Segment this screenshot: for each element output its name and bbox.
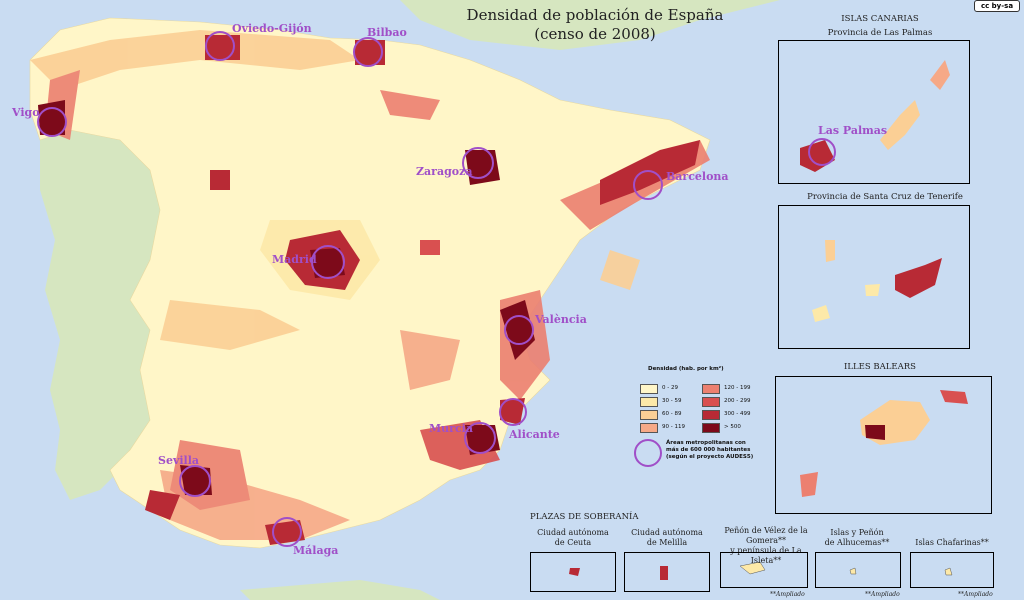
las-palmas-inset [778, 40, 970, 184]
alhucemas-label-2: de Alhucemas** [824, 538, 890, 547]
baleares-inset [775, 376, 992, 514]
legend-metro-text-1: Áreas metropolitanas con [666, 440, 746, 446]
tenerife-islands [812, 240, 942, 322]
city-label-barcelona: Barcelona [666, 170, 729, 183]
las-palmas-inset-title: Provincia de Las Palmas [827, 28, 933, 38]
legend-swatch-0 [640, 384, 658, 394]
license-badge: cc by-sa [974, 0, 1020, 12]
portugal-land [40, 130, 160, 500]
las-palmas-metro-circle [808, 138, 836, 166]
legend-label-2: 60 - 89 [662, 411, 682, 417]
baleares-inset-title: ILLES BALEARS [844, 362, 916, 372]
melilla-label: Ciudad autónoma de Melilla [622, 528, 712, 548]
city-label-murcia: Murcia [429, 422, 473, 435]
map-title-line2: (censo de 2008) [534, 25, 656, 43]
legend-label-7: > 500 [724, 424, 741, 430]
legend-swatch-2 [640, 410, 658, 420]
legend-label-0: 0 - 29 [662, 385, 678, 391]
velez-label-2: y península de La Isleta** [730, 546, 802, 565]
legend-swatch-1 [640, 397, 658, 407]
velez-inset [720, 552, 808, 588]
legend-metro-text-3: (según el proyecto AUDES5) [666, 454, 754, 460]
legend-swatch-4 [702, 384, 720, 394]
city-label-oviedo: Oviedo-Gijón [232, 22, 312, 35]
city-label-valencia: València [535, 313, 587, 326]
ceuta-inset [530, 552, 616, 592]
velez-label: Peñón de Vélez de la Gomera** y penínsul… [714, 526, 818, 566]
alhucemas-inset [815, 552, 901, 588]
density-legend: Densidad (hab. por km²) 0 - 29 30 - 59 6… [640, 366, 765, 476]
melilla-label-1: Ciudad autónoma [631, 528, 703, 537]
melilla-label-2: de Melilla [646, 538, 688, 547]
city-label-sevilla: Sevilla [158, 454, 199, 467]
legend-label-1: 30 - 59 [662, 398, 682, 404]
legend-metro-text: Áreas metropolitanas con más de 600 000 … [666, 440, 753, 461]
city-label-madrid: Madrid [272, 253, 317, 266]
canarias-title: ISLAS CANARIAS [841, 14, 919, 24]
legend-label-5: 200 - 299 [724, 398, 751, 404]
legend-label-6: 300 - 499 [724, 411, 751, 417]
velez-ampliado: **Ampliado [770, 591, 805, 598]
map-title-line1: Densidad de población de España [466, 6, 724, 24]
tenerife-inset [778, 205, 970, 349]
alhucemas-label-1: Islas y Peñón [830, 528, 884, 537]
chafarinas-ampliado: **Ampliado [958, 591, 993, 598]
city-label-malaga: Málaga [293, 544, 339, 557]
baleares-islands [800, 390, 968, 497]
legend-metro-circle [634, 439, 662, 467]
map-title: Densidad de población de España (censo d… [455, 6, 735, 44]
plazas-shapes [569, 561, 953, 580]
city-label-vigo: Vigo [12, 106, 40, 119]
velez-label-1: Peñón de Vélez de la Gomera** [724, 526, 808, 545]
metro-circles [37, 31, 663, 547]
ceuta-label: Ciudad autónoma de Ceuta [530, 528, 616, 548]
legend-title: Densidad (hab. por km²) [648, 366, 724, 372]
ceuta-label-1: Ciudad autónoma [537, 528, 609, 537]
plazas-title: PLAZAS DE SOBERANÍA [530, 512, 639, 522]
legend-label-3: 90 - 119 [662, 424, 685, 430]
legend-swatch-3 [640, 423, 658, 433]
legend-swatch-5 [702, 397, 720, 407]
alhucemas-ampliado: **Ampliado [865, 591, 900, 598]
melilla-inset [624, 552, 710, 592]
ceuta-label-2: de Ceuta [554, 538, 592, 547]
city-label-las-palmas: Las Palmas [818, 124, 888, 137]
city-label-bilbao: Bilbao [367, 26, 407, 39]
city-label-alicante: Alicante [509, 428, 560, 441]
africa-land [240, 580, 440, 600]
legend-swatch-7 [702, 423, 720, 433]
chafarinas-inset [910, 552, 994, 588]
chafarinas-label: Islas Chafarinas** [915, 538, 989, 547]
legend-swatch-6 [702, 410, 720, 420]
alhucemas-label: Islas y Peñón de Alhucemas** [812, 528, 902, 548]
tenerife-inset-title: Provincia de Santa Cruz de Tenerife [807, 192, 963, 202]
france-land [400, 0, 780, 50]
city-label-zaragoza: Zaragoza [416, 165, 473, 178]
legend-metro-text-2: más de 600 000 habitantes [666, 447, 751, 453]
legend-label-4: 120 - 199 [724, 385, 751, 391]
